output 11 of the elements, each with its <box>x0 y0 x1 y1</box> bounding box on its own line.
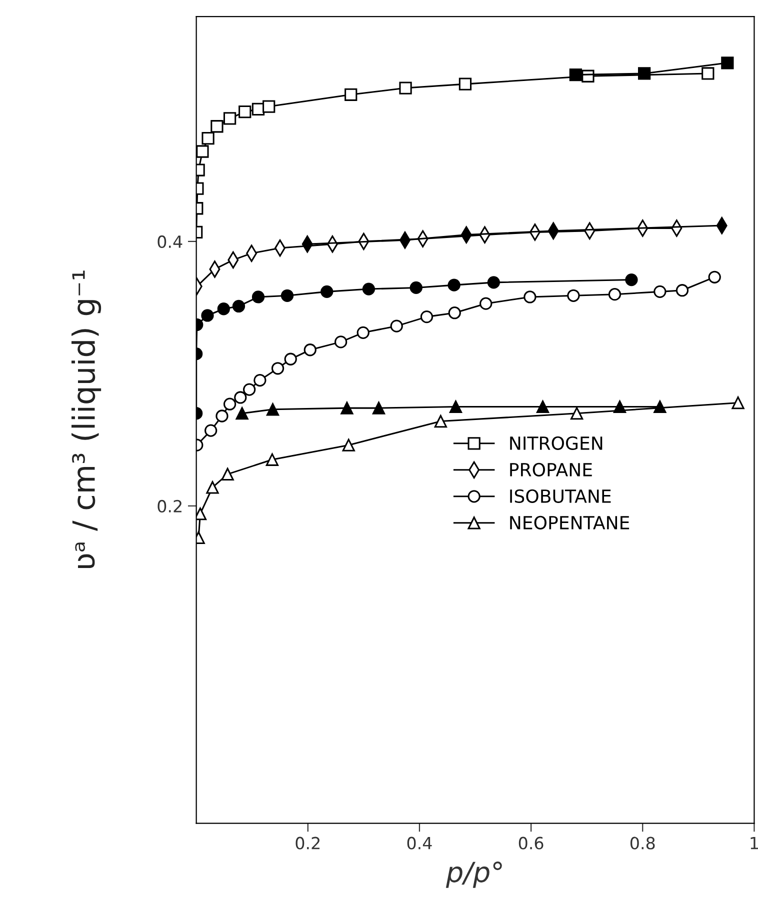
x-tick-label: 0.8 <box>630 836 655 850</box>
x-axis-title: p/p° <box>446 861 502 888</box>
legend-label: NITROGEN <box>510 436 602 450</box>
x-tick-label: 0.6 <box>518 836 544 850</box>
legend-label: PROPANE <box>510 462 592 476</box>
y-axis-title: ʋᵃ / cm³ (liiquid) g⁻¹ <box>71 270 102 568</box>
x-tick-label: 1 <box>750 837 758 850</box>
legend-label: NEOPENTANE <box>510 516 630 530</box>
x-tick-label: 0.4 <box>407 836 432 850</box>
x-tick-label: 0.2 <box>296 836 320 850</box>
legend-label: ISOBUTANE <box>510 489 611 503</box>
